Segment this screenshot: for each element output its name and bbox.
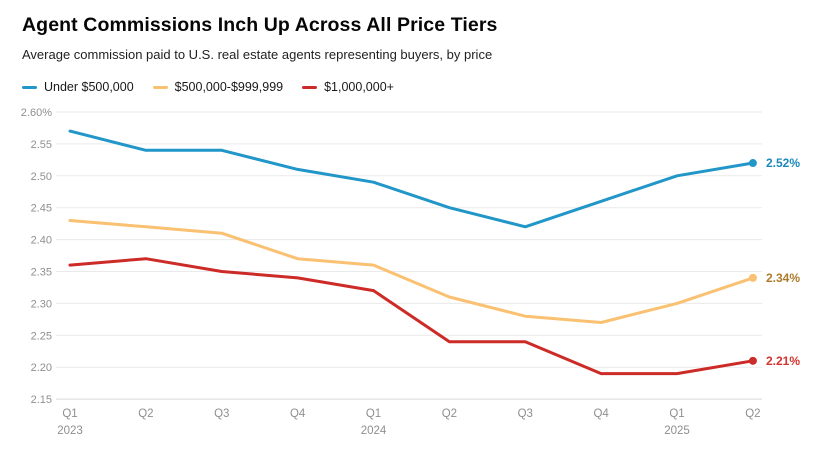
legend-label-500k-999k: $500,000-$999,999 — [174, 80, 284, 94]
legend: Under $500,000 $500,000-$999,999 $1,000,… — [22, 80, 394, 94]
y-axis-tick-label: 2.50 — [31, 171, 52, 183]
line-1-000-000 — [68, 257, 755, 376]
y-axis-tick-label: 2.30 — [31, 298, 52, 310]
legend-swatch-500k-999k-icon — [152, 85, 168, 89]
line-500-000-999-999 — [68, 219, 755, 324]
x-axis-year-label: 2025 — [664, 425, 690, 437]
x-axis-tick-label: Q4 — [290, 408, 306, 420]
x-axis-tick-label: Q1 — [669, 408, 684, 420]
line-under-500-000 — [68, 129, 755, 229]
plot-area: 2.60% 2.55 2.50 2.45 2.40 2.35 2.30 2.25 2.20 2.1… — [21, 107, 801, 437]
x-axis-tick-label: Q4 — [593, 408, 609, 420]
legend-label-under-500k: Under $500,000 — [44, 80, 134, 94]
x-axis-tick-label: Q1 — [62, 408, 77, 420]
chart-title: Agent Commissions Inch Up Across All Pri… — [22, 14, 498, 36]
legend-swatch-under-500k-icon — [22, 85, 37, 89]
end-point-under-500-000 — [748, 159, 757, 168]
end-value-label-500-000-999-999: 2.34% — [766, 271, 800, 285]
y-axis-tick-label: 2.60% — [21, 107, 52, 119]
legend-item-under-500k: Under $500,000 — [22, 80, 134, 94]
end-value-label-under-500-000: 2.52% — [766, 156, 800, 170]
y-axis-tick-label: 2.55 — [31, 139, 52, 151]
x-axis-year-label: 2024 — [361, 425, 387, 437]
x-axis-tick-label: Q2 — [745, 408, 760, 420]
end-point-500-000-999-999 — [748, 273, 757, 282]
x-axis-tick-label: Q1 — [366, 408, 381, 420]
x-axis-tick-label: Q3 — [214, 408, 229, 420]
x-axis-tick-label: Q3 — [518, 408, 533, 420]
x-axis-year-label: 2023 — [57, 425, 83, 437]
legend-label-1m-plus: $1,000,000+ — [324, 80, 394, 94]
y-axis-tick-label: 2.35 — [31, 267, 52, 279]
x-axis-tick-label: Q2 — [138, 408, 153, 420]
y-axis-tick-label: 2.45 — [31, 203, 52, 215]
y-axis-tick-label: 2.15 — [31, 394, 52, 406]
y-axis-tick-label: 2.25 — [31, 330, 52, 342]
end-point-1-000-000 — [748, 356, 757, 365]
y-axis-tick-label: 2.40 — [31, 235, 52, 247]
x-axis-tick-label: Q2 — [442, 408, 457, 420]
chart-subtitle: Average commission paid to U.S. real est… — [22, 47, 493, 62]
legend-swatch-1m-plus-icon — [302, 85, 318, 89]
y-axis-tick-label: 2.20 — [31, 362, 52, 374]
end-value-label-1-000-000: 2.21% — [766, 354, 800, 368]
legend-item-500k-999k: $500,000-$999,999 — [152, 80, 284, 94]
legend-item-1m-plus: $1,000,000+ — [302, 80, 394, 94]
